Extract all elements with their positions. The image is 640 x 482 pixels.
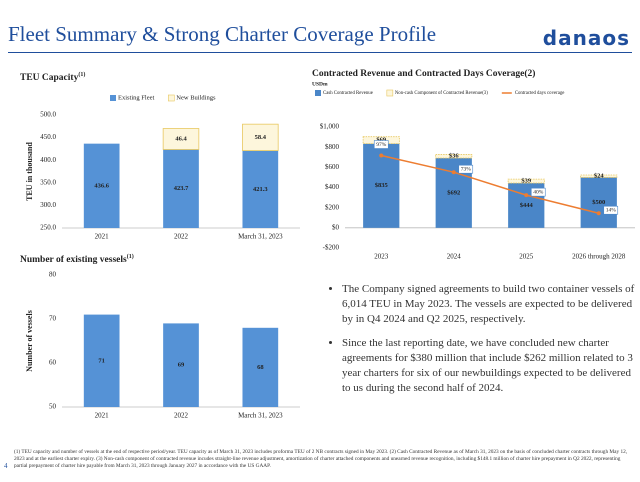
legend-swatch (386, 89, 394, 97)
bar-segment (435, 154, 473, 159)
chart-title-sup: (1) (127, 253, 134, 260)
line-point (596, 211, 601, 216)
label-box (373, 140, 389, 149)
legend-label: Contracted days coverage (515, 91, 565, 96)
y-tick-label: 400.0 (40, 156, 56, 164)
data-label: $39 (521, 178, 532, 185)
x-tick-label: 2022 (174, 412, 189, 420)
line-point (379, 153, 384, 158)
chart-title-text: Contracted Revenue and Contracted Days C… (312, 68, 535, 79)
x-tick-label: 2025 (519, 253, 534, 261)
data-label: $444 (520, 202, 534, 209)
legend-label: Existing Fleet (118, 94, 154, 101)
slide-title: Fleet Summary & Strong Charter Coverage … (8, 22, 437, 46)
legend-label: Cash Contracted Revenue (323, 91, 373, 96)
y-axis-label: Number of vessels (25, 310, 34, 372)
x-tick-label: 2024 (447, 253, 462, 261)
data-label: 423.7 (174, 185, 189, 192)
data-label: $69 (376, 137, 387, 144)
label-box (603, 205, 619, 215)
legend-swatch (110, 95, 116, 101)
page-number: 4 (4, 462, 8, 470)
data-label: 68 (257, 364, 264, 371)
data-label: 46.4 (175, 135, 187, 142)
x-tick-label: 2026 through 2028 (572, 253, 626, 261)
line (381, 154, 599, 214)
bar-segment (242, 123, 279, 151)
bullet-list: The Company signed agreements to build t… (324, 282, 640, 405)
chart-subtitle: USDm (312, 81, 328, 87)
bar-segment (163, 323, 199, 407)
data-label: 421.3 (253, 186, 268, 193)
data-label: 97% (376, 142, 387, 148)
bar-segment (242, 327, 279, 407)
chart-title: Number of existing vessels(1) (20, 253, 134, 265)
y-tick-label: 80 (49, 271, 57, 279)
bar-segment (162, 128, 200, 150)
label-box (530, 187, 546, 197)
y-tick-label: -$200 (323, 244, 340, 252)
bullet: Since the last reporting date, we have c… (342, 336, 640, 396)
y-tick-label: $800 (325, 143, 340, 151)
y-tick-label: 500.0 (40, 111, 56, 119)
data-label: $692 (447, 189, 460, 196)
y-tick-label: $200 (325, 203, 340, 211)
x-tick-label: March 31, 2023 (238, 233, 283, 241)
y-tick-label: $400 (325, 183, 340, 191)
x-tick-label: 2023 (374, 253, 389, 261)
y-tick-label: 350.0 (40, 178, 56, 186)
bar-segment (83, 314, 120, 407)
y-tick-label: 70 (49, 315, 57, 323)
y-tick-label: $600 (325, 163, 340, 171)
data-label: 73% (461, 166, 472, 172)
chart-title-text: Number of existing vessels (20, 255, 127, 265)
legend-swatch (167, 94, 175, 102)
legend-label: New Buildings (176, 94, 216, 101)
legend-label: Non-cash Component of Contracted Revenue… (395, 91, 488, 96)
chart-title: Contracted Revenue and Contracted Days C… (312, 68, 535, 79)
y-tick-label: 50 (49, 403, 57, 411)
bar-segment (580, 174, 618, 178)
data-label: 436.6 (94, 182, 109, 189)
data-label: $24 (594, 173, 605, 180)
y-tick-label: 60 (49, 359, 57, 367)
y-tick-label: 250.0 (40, 224, 56, 232)
data-label: 71 (98, 357, 105, 364)
legend-swatch (315, 90, 321, 96)
line-point (451, 170, 456, 175)
bar-segment (83, 143, 120, 228)
data-label: $36 (449, 153, 460, 160)
data-label: 14% (606, 207, 617, 213)
data-label: $835 (375, 182, 389, 189)
y-tick-label: 300.0 (40, 201, 56, 209)
x-tick-label: 2021 (95, 233, 110, 241)
chart-title-sup: (1) (78, 71, 85, 78)
data-label: 58.4 (255, 134, 267, 141)
bar-segment (163, 149, 199, 228)
data-label: 69 (178, 362, 185, 369)
y-tick-label: $1,000 (320, 123, 340, 131)
bar-segment (507, 178, 545, 184)
y-tick-label: 450.0 (40, 133, 56, 141)
data-label: $500 (592, 199, 605, 206)
title-rule (8, 52, 632, 53)
data-label: 40% (533, 189, 544, 195)
footnote: (1) TEU capacity and number of vessels a… (14, 449, 628, 469)
chart-title: TEU Capacity(1) (20, 71, 85, 83)
bar-segment (580, 177, 617, 228)
logo: danaos (542, 26, 630, 50)
x-tick-label: 2021 (95, 412, 110, 420)
x-tick-label: March 31, 2023 (238, 412, 283, 420)
label-box (458, 164, 474, 174)
x-tick-label: 2022 (174, 233, 189, 241)
line-point (524, 193, 529, 198)
chart-title-text: TEU Capacity (20, 73, 79, 83)
y-tick-label: $0 (332, 223, 340, 231)
y-axis-label: TEU in thousand (25, 142, 34, 201)
bullet: The Company signed agreements to build t… (342, 282, 640, 327)
bar-segment (242, 150, 279, 228)
